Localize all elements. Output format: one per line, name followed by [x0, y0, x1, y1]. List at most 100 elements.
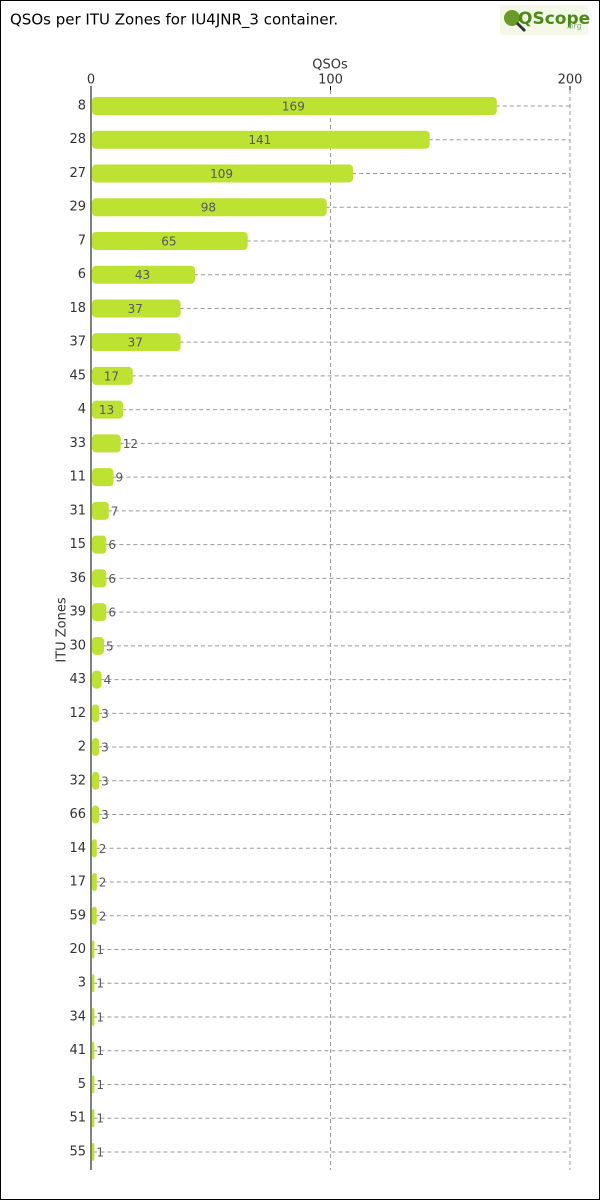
chart-title: QSOs per ITU Zones for IU4JNR_3 containe… — [10, 11, 338, 30]
y-tick-label: 7 — [78, 233, 86, 248]
value-label: 1 — [96, 1044, 104, 1058]
value-label: 6 — [108, 572, 116, 586]
bar — [92, 366, 133, 385]
y-tick-label: 43 — [69, 672, 86, 687]
bar — [92, 535, 107, 554]
x-axis-label: QSOs — [312, 58, 348, 73]
value-label: 1 — [96, 1010, 104, 1024]
y-tick-label: 18 — [69, 301, 86, 316]
value-label: 3 — [101, 774, 109, 788]
value-label: 65 — [161, 234, 176, 248]
bar — [92, 400, 124, 419]
y-tick-label: 3 — [78, 976, 86, 991]
value-label: 1 — [96, 943, 104, 957]
y-tick-label: 27 — [69, 166, 86, 181]
y-tick-label: 32 — [69, 773, 86, 788]
y-tick-label: 15 — [69, 537, 86, 552]
y-tick-label: 5 — [78, 1077, 86, 1092]
bar — [92, 97, 497, 115]
value-label: 1 — [96, 1145, 104, 1159]
y-tick-label: 2 — [78, 740, 86, 755]
logo-handle — [515, 21, 527, 33]
y-tick-label: 34 — [69, 1009, 86, 1024]
y-tick-label: 4 — [78, 402, 86, 417]
value-label: 1 — [96, 1078, 104, 1092]
bar — [92, 164, 354, 183]
value-label: 3 — [101, 808, 109, 822]
y-tick-label: 39 — [69, 605, 86, 620]
y-tick-label: 30 — [69, 638, 86, 653]
bar — [92, 1041, 95, 1060]
y-tick-label: 14 — [69, 841, 86, 856]
y-tick-label: 8 — [78, 99, 86, 114]
logo-icon — [504, 10, 520, 26]
value-label: 2 — [99, 876, 107, 890]
logo-text: QScope — [518, 9, 590, 29]
logo: QScope .org — [500, 5, 590, 35]
bar — [92, 1075, 95, 1094]
bar — [92, 333, 181, 352]
x-tick-label: 0 — [87, 73, 95, 88]
y-tick-label: 6 — [78, 267, 86, 282]
y-tick-label: 17 — [69, 875, 86, 890]
value-label: 7 — [111, 504, 119, 518]
value-label: 98 — [201, 201, 216, 215]
bar — [92, 299, 181, 318]
bar — [92, 906, 97, 925]
value-label: 6 — [108, 538, 116, 552]
bar — [92, 1109, 95, 1128]
x-tick-label: 100 — [318, 73, 343, 88]
y-tick-label: 12 — [69, 706, 86, 721]
value-label: 43 — [135, 268, 150, 282]
value-label: 37 — [128, 302, 143, 316]
bar — [92, 805, 100, 824]
value-label: 3 — [101, 741, 109, 755]
value-label: 37 — [128, 336, 143, 350]
bar — [92, 636, 104, 655]
bar — [92, 940, 95, 959]
bar — [92, 738, 100, 757]
bar — [92, 130, 430, 149]
bar — [92, 873, 97, 892]
y-tick-label: 11 — [69, 470, 86, 485]
y-tick-label: 66 — [69, 807, 86, 822]
value-label: 169 — [282, 100, 305, 114]
value-label: 13 — [99, 403, 114, 417]
y-tick-label: 29 — [69, 200, 86, 215]
bar — [92, 839, 97, 858]
y-tick-label: 28 — [69, 132, 86, 147]
bar — [92, 434, 121, 453]
value-label: 17 — [104, 369, 119, 383]
value-label: 12 — [123, 437, 138, 451]
x-tick-label: 200 — [558, 73, 583, 88]
y-tick-label: 45 — [69, 368, 86, 383]
y-tick-label: 36 — [69, 571, 86, 586]
bar — [92, 231, 248, 250]
bar — [92, 603, 107, 622]
bar — [92, 265, 195, 284]
value-label: 9 — [116, 471, 124, 485]
y-tick-label: 59 — [69, 908, 86, 923]
value-label: 1 — [96, 1112, 104, 1126]
value-label: 6 — [108, 606, 116, 620]
value-label: 3 — [101, 707, 109, 721]
bar — [92, 771, 100, 790]
bar — [92, 569, 107, 588]
y-tick-label: 51 — [69, 1111, 86, 1126]
y-axis-label: ITU Zones — [55, 597, 70, 663]
y-tick-label: 20 — [69, 942, 86, 957]
bar — [92, 198, 327, 217]
bar — [92, 974, 95, 993]
value-label: 4 — [104, 673, 112, 687]
y-tick-label: 55 — [69, 1144, 86, 1159]
y-tick-label: 31 — [69, 503, 86, 518]
value-label: 1 — [96, 977, 104, 991]
bar — [92, 468, 114, 487]
value-label: 2 — [99, 909, 107, 923]
y-tick-label: 33 — [69, 436, 86, 451]
bar — [92, 704, 100, 723]
value-label: 141 — [248, 133, 271, 147]
value-label: 2 — [99, 842, 107, 856]
value-label: 5 — [106, 639, 114, 653]
